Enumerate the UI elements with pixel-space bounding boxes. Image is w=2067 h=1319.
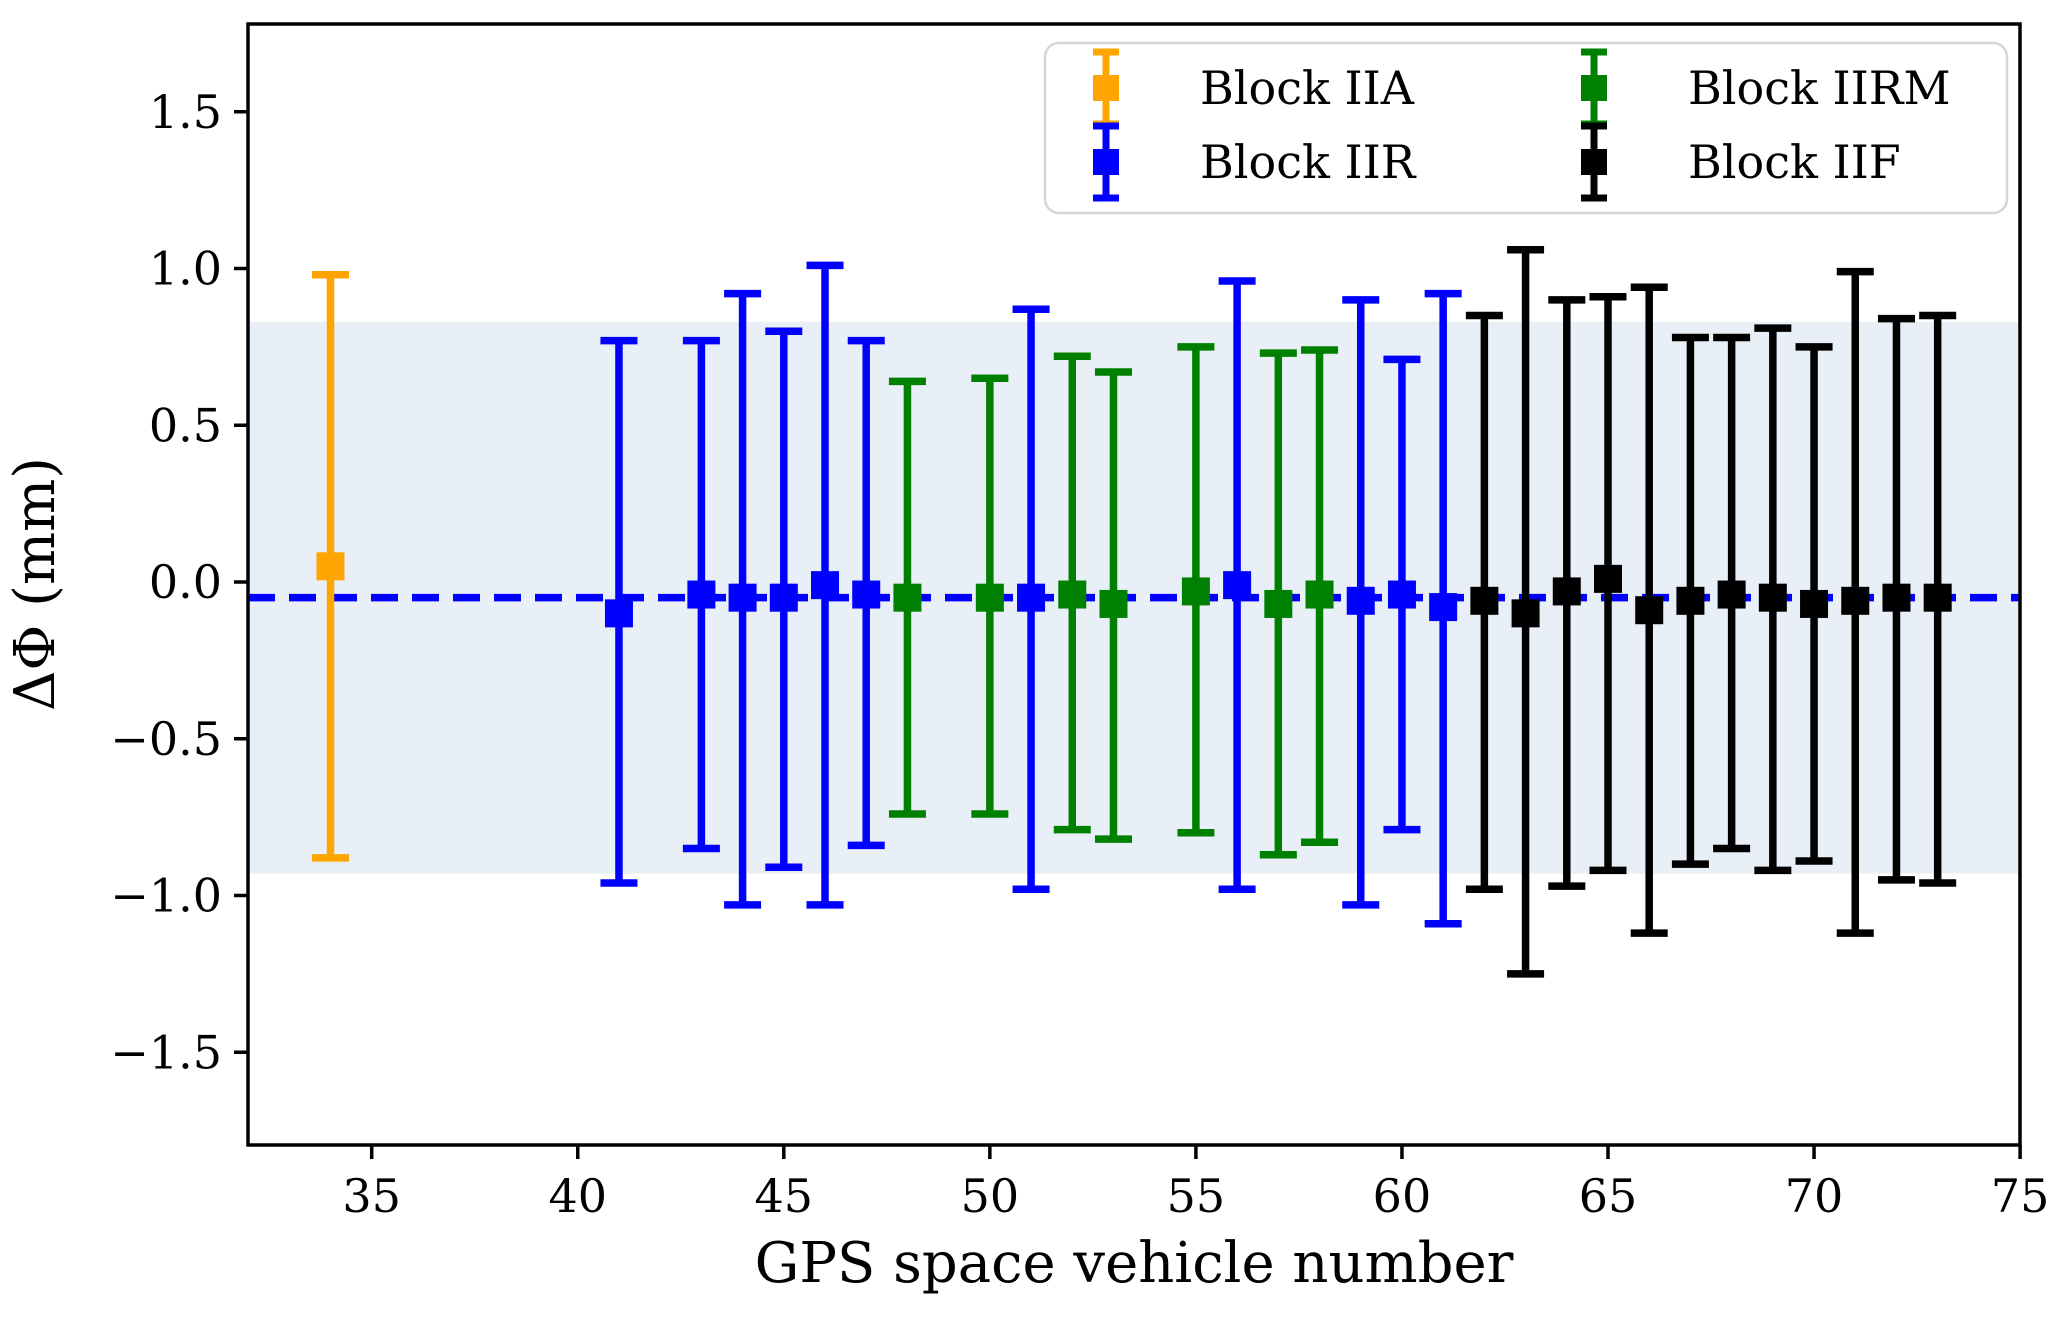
marker-svn-71 xyxy=(1841,586,1870,615)
ticks-layer: 35 40 45 50 55 60 65 70 75 1.5 1.0 0.5 0.0 −0.5 −1.0 −1… xyxy=(110,85,2049,1223)
y-tick-label-−1.0: −1.0 xyxy=(110,869,222,923)
marker-svn-68 xyxy=(1717,580,1746,609)
y-tick-label-−1.5: −1.5 xyxy=(110,1025,222,1079)
x-tick-label-55: 55 xyxy=(1167,1169,1226,1223)
y-tick-label-1.0: 1.0 xyxy=(149,242,222,296)
legend-marker-block-iir xyxy=(1093,149,1119,175)
x-tick-label-60: 60 xyxy=(1373,1169,1432,1223)
legend-entry-block-iirm: Block IIRM xyxy=(1581,48,1951,128)
y-tick-label-−0.5: −0.5 xyxy=(110,712,222,766)
x-tick-label-45: 45 xyxy=(755,1169,814,1223)
marker-svn-50 xyxy=(975,583,1004,612)
marker-svn-46 xyxy=(811,571,840,600)
marker-svn-69 xyxy=(1758,583,1787,612)
marker-svn-73 xyxy=(1923,583,1952,612)
marker-svn-63 xyxy=(1511,599,1540,628)
marker-svn-45 xyxy=(769,583,798,612)
marker-svn-56 xyxy=(1223,571,1252,600)
data-series-layer xyxy=(311,245,1957,978)
legend-entry-block-iif: Block IIF xyxy=(1581,122,1901,202)
marker-svn-52 xyxy=(1058,580,1087,609)
y-tick-label-0.5: 0.5 xyxy=(149,398,222,452)
marker-svn-44 xyxy=(728,583,757,612)
marker-svn-72 xyxy=(1882,583,1911,612)
y-tick-label-0.0: 0.0 xyxy=(149,555,222,609)
x-tick-label-75: 75 xyxy=(1991,1169,2050,1223)
legend-marker-block-iia xyxy=(1093,75,1119,101)
marker-svn-66 xyxy=(1635,596,1664,625)
marker-svn-62 xyxy=(1470,586,1499,615)
marker-svn-41 xyxy=(604,599,633,628)
x-tick-label-35: 35 xyxy=(342,1169,401,1223)
marker-svn-67 xyxy=(1676,586,1705,615)
x-tick-label-70: 70 xyxy=(1785,1169,1844,1223)
legend-label-block-iir: Block IIR xyxy=(1200,135,1417,189)
legend-label-block-iif: Block IIF xyxy=(1688,135,1901,189)
marker-svn-58 xyxy=(1305,580,1334,609)
x-axis-label: GPS space vehicle number xyxy=(755,1231,1514,1296)
legend-entry-block-iir: Block IIR xyxy=(1093,122,1417,202)
marker-svn-61 xyxy=(1429,593,1458,622)
legend-entry-block-iia: Block IIA xyxy=(1093,48,1415,128)
legend-marker-block-iif xyxy=(1581,149,1607,175)
series-block-iirm xyxy=(888,343,1339,859)
legend-label-block-iia: Block IIA xyxy=(1200,61,1415,115)
legend-marker-block-iirm xyxy=(1581,75,1607,101)
marker-svn-48 xyxy=(893,583,922,612)
legend: Block IIA Block IIR Block IIRM Block IIF xyxy=(1043,41,2009,215)
y-tick-label-1.5: 1.5 xyxy=(149,85,222,139)
marker-svn-65 xyxy=(1594,564,1622,593)
legend-label-block-iirm: Block IIRM xyxy=(1688,61,1951,115)
marker-svn-55 xyxy=(1181,577,1210,606)
series-block-iia xyxy=(311,271,349,862)
marker-svn-47 xyxy=(852,580,881,609)
marker-svn-59 xyxy=(1346,586,1375,615)
marker-svn-51 xyxy=(1017,583,1046,612)
series-block-iif xyxy=(1465,245,1957,978)
marker-svn-34 xyxy=(316,552,345,581)
marker-svn-43 xyxy=(687,580,716,609)
marker-svn-64 xyxy=(1552,577,1581,606)
axes-frame-layer xyxy=(246,22,2022,1147)
x-tick-label-50: 50 xyxy=(961,1169,1020,1223)
x-tick-label-40: 40 xyxy=(548,1169,607,1223)
marker-svn-60 xyxy=(1387,580,1416,609)
axes-frame xyxy=(246,22,2022,1147)
marker-svn-53 xyxy=(1099,589,1128,618)
x-tick-label-65: 65 xyxy=(1579,1169,1638,1223)
marker-svn-57 xyxy=(1264,589,1293,618)
y-axis-label: ΔΦ (mm) xyxy=(3,457,68,711)
series-block-iir xyxy=(600,261,1462,928)
legend-box xyxy=(1043,41,2009,215)
marker-svn-70 xyxy=(1800,589,1829,618)
